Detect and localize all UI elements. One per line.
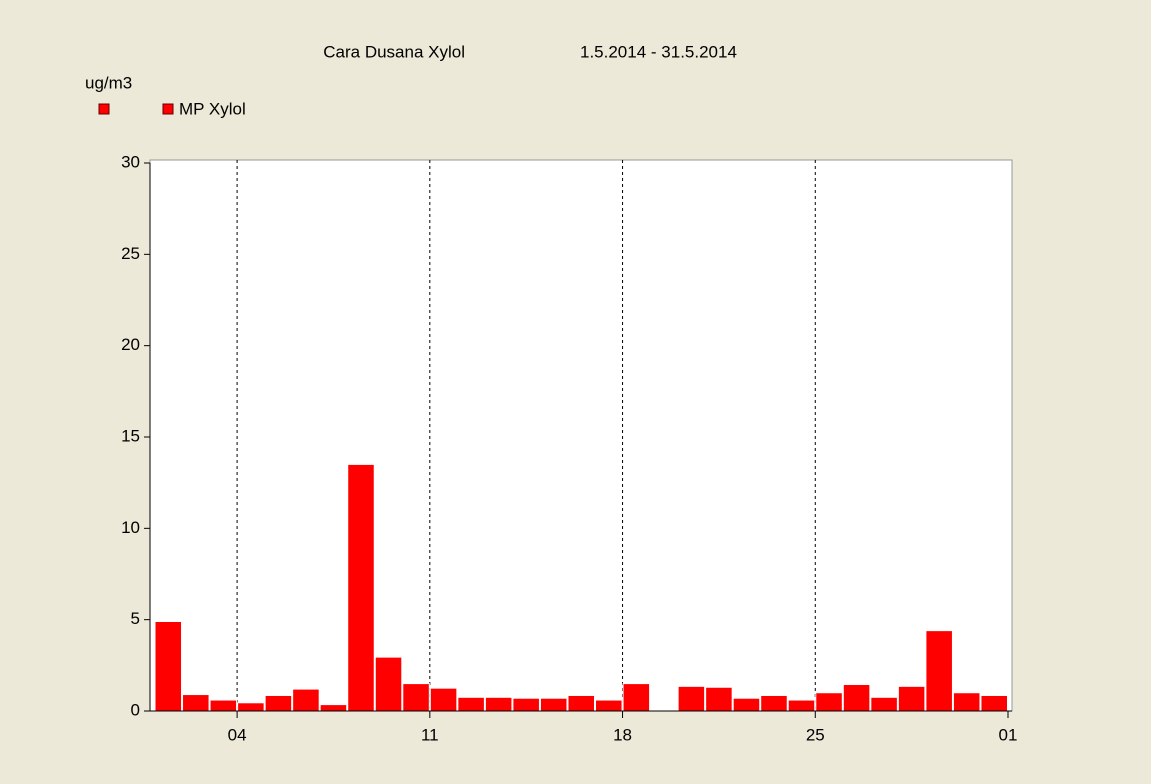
- bar: [402, 683, 430, 712]
- bar: [539, 697, 568, 712]
- bar: [512, 697, 540, 712]
- bar: [732, 697, 761, 712]
- y-tick-label: 10: [121, 518, 140, 537]
- x-tick-label: 04: [228, 725, 247, 744]
- bar: [347, 463, 375, 712]
- x-tick-label: 25: [806, 725, 825, 744]
- bar: [870, 696, 898, 712]
- y-tick-label: 30: [121, 152, 140, 171]
- y-tick-label: 25: [121, 244, 140, 263]
- bar: [292, 688, 320, 712]
- chart-title: Cara Dusana Xylol: [323, 42, 465, 61]
- bar: [264, 694, 293, 712]
- x-tick-label: 11: [421, 725, 439, 744]
- bar: [595, 699, 623, 712]
- bar: [897, 685, 926, 712]
- bar: [925, 630, 953, 712]
- bar: [374, 656, 403, 712]
- legend-swatch: [98, 103, 110, 115]
- bar: [815, 692, 843, 712]
- bar: [237, 702, 265, 712]
- bar: [182, 694, 210, 712]
- y-tick-label: 5: [131, 609, 140, 628]
- bar: [567, 694, 596, 712]
- bar: [677, 685, 706, 712]
- plot-area: [149, 159, 1013, 712]
- legend: MP Xylol: [162, 99, 246, 118]
- bar: [319, 704, 348, 712]
- y-tick-label: 15: [121, 426, 140, 445]
- y-axis-label: ug/m3: [85, 73, 132, 92]
- bar: [484, 696, 513, 712]
- legend-swatch: [162, 103, 174, 115]
- y-tick-label: 20: [121, 335, 140, 354]
- x-tick-label: 01: [999, 725, 1018, 744]
- bar: [622, 683, 651, 712]
- bar: [952, 692, 981, 712]
- legend-label: MP Xylol: [179, 99, 246, 118]
- bar: [842, 684, 871, 712]
- chart-subtitle: 1.5.2014 - 31.5.2014: [580, 42, 737, 61]
- bar: [980, 694, 1008, 712]
- bar: [787, 699, 816, 712]
- bar: [705, 686, 733, 712]
- bar: [429, 687, 458, 712]
- bar: [457, 696, 485, 712]
- bar: [209, 699, 238, 712]
- x-tick-label: 18: [613, 725, 632, 744]
- bar: [760, 694, 788, 712]
- y-tick-label: 0: [131, 700, 140, 719]
- bar: [154, 620, 183, 712]
